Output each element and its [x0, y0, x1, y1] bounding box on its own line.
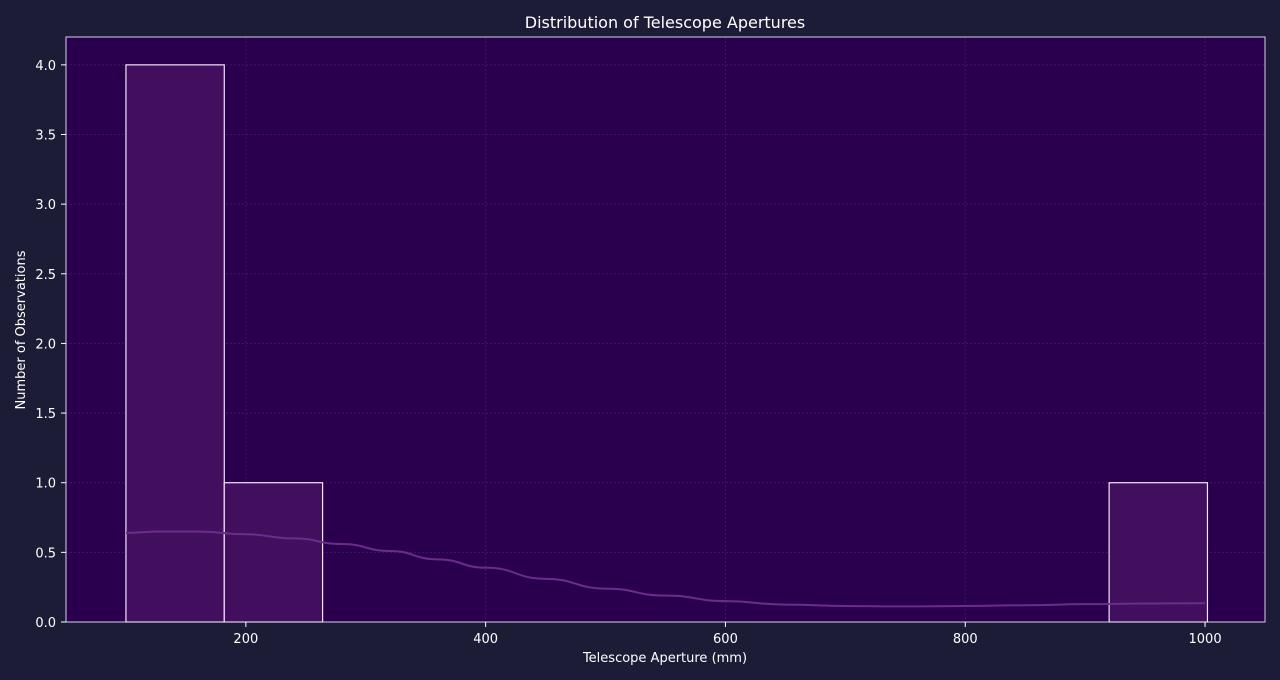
grid-lines: [66, 37, 1265, 623]
histogram-bar: [223, 482, 324, 623]
x-tick-label: 200: [233, 632, 258, 647]
x-axis-label: Telescope Aperture (mm): [582, 651, 747, 666]
y-tick-label: 1.0: [35, 477, 56, 492]
y-tick-label: 0.5: [35, 546, 56, 561]
x-axis-ticks: 200 400 600 800 1000: [233, 622, 1222, 647]
x-tick-label: 800: [953, 632, 978, 647]
y-axis-label: Number of Observations: [14, 250, 29, 409]
chart-title: Distribution of Telescope Apertures: [525, 13, 805, 32]
y-tick-label: 2.5: [35, 268, 56, 283]
y-axis-ticks: 0.0 0.5 1.0 1.5 2.0 2.5 3.0 3.5 4.0: [35, 59, 66, 631]
y-tick-label: 4.0: [35, 59, 56, 74]
x-tick-label: 600: [713, 632, 738, 647]
y-tick-label: 3.5: [35, 129, 56, 144]
histogram-bars: [125, 64, 1209, 623]
histogram-bar: [125, 64, 225, 623]
histogram-bar: [1108, 482, 1209, 623]
plot-frame: [65, 36, 1266, 623]
y-tick-label: 2.0: [35, 337, 56, 352]
y-tick-label: 1.5: [35, 407, 56, 422]
x-tick-label: 400: [473, 632, 498, 647]
y-tick-label: 0.0: [35, 616, 56, 631]
kde-curve: [125, 530, 1206, 608]
x-tick-label: 1000: [1189, 632, 1222, 647]
y-tick-label: 3.0: [35, 198, 56, 213]
